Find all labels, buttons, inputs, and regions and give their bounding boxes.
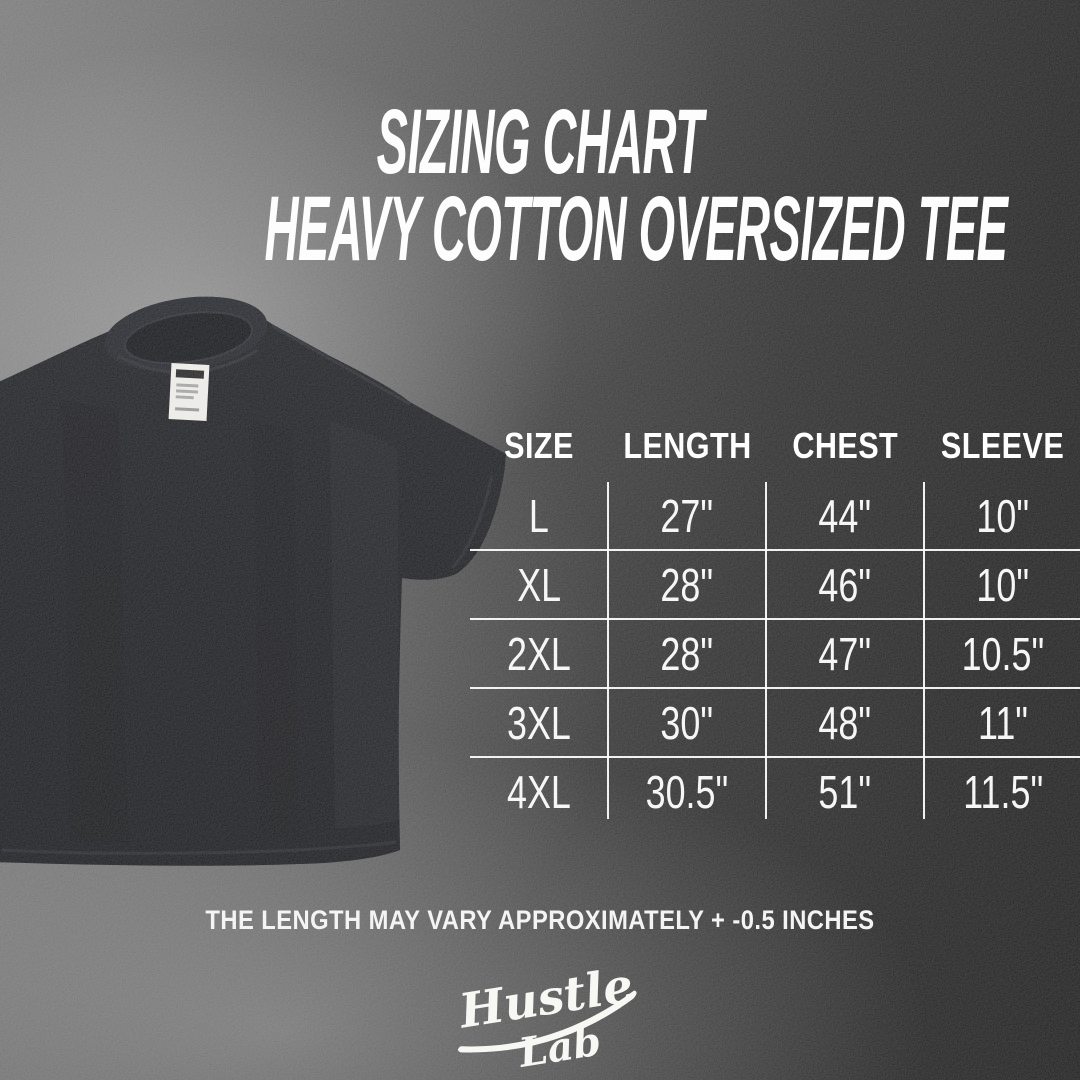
cell-chest: 51"	[766, 758, 924, 825]
column-header-label: SLEEVE	[941, 425, 1065, 466]
cell-value: 28"	[660, 627, 714, 680]
cell-length: 28"	[608, 620, 766, 687]
cell-size: 4XL	[470, 758, 608, 825]
cell-chest: 47"	[766, 620, 924, 687]
cell-size: L	[470, 482, 608, 549]
cell-value: 3XL	[507, 696, 571, 749]
cell-value: 44"	[818, 489, 872, 542]
cell-value: 27"	[660, 489, 714, 542]
cell-chest: 44"	[766, 482, 924, 549]
cell-value: 11"	[978, 696, 1028, 749]
table-row: 3XL 30" 48" 11"	[470, 689, 1080, 758]
column-header-length: LENGTH	[608, 410, 766, 482]
cell-sleeve: 10.5"	[924, 620, 1080, 687]
column-header-label: LENGTH	[622, 425, 752, 466]
column-header-label: SIZE	[504, 425, 574, 466]
cell-size: 2XL	[470, 620, 608, 687]
column-header-label: CHEST	[792, 425, 898, 466]
cell-value: XL	[517, 558, 561, 611]
title-line-1: SIZING CHART	[376, 91, 704, 193]
table-row: L 27" 44" 10"	[470, 482, 1080, 551]
cell-chest: 46"	[766, 551, 924, 618]
tee-fold-shadow	[60, 400, 130, 845]
cell-value: 47"	[818, 627, 872, 680]
size-table-header-row: SIZE LENGTH CHEST SLEEVE	[470, 410, 1080, 482]
cell-value: 48"	[818, 696, 872, 749]
hustle-lab-logo: Hustle Lab	[430, 958, 670, 1080]
column-header-size: SIZE	[470, 410, 608, 482]
cell-length: 30"	[608, 689, 766, 756]
hustle-lab-logo-art: Hustle Lab	[454, 958, 637, 1077]
cell-chest: 48"	[766, 689, 924, 756]
cell-length: 27"	[608, 482, 766, 549]
cell-size: XL	[470, 551, 608, 618]
tee-sheen	[330, 420, 399, 828]
cell-length: 30.5"	[608, 758, 766, 825]
cell-value: 10.5"	[961, 627, 1045, 680]
column-divider	[607, 482, 609, 819]
cell-value: 4XL	[507, 765, 571, 818]
cell-value: 10"	[976, 489, 1030, 542]
table-row: 2XL 28" 47" 10.5"	[470, 620, 1080, 689]
cell-value: 11.5"	[963, 765, 1043, 818]
cell-value: 30.5"	[645, 765, 729, 818]
cell-size: 3XL	[470, 689, 608, 756]
title-line-2: HEAVY COTTON OVERSIZED TEE	[264, 178, 1008, 280]
length-disclaimer: THE LENGTH MAY VARY APPROXIMATELY + -0.5…	[205, 905, 875, 935]
cell-value: 2XL	[507, 627, 571, 680]
table-row: 4XL 30.5" 51" 11.5"	[470, 758, 1080, 825]
cell-value: L	[529, 489, 549, 542]
table-row: XL 28" 46" 10"	[470, 551, 1080, 620]
cell-value: 51"	[818, 765, 872, 818]
cell-value: 28"	[660, 558, 714, 611]
cell-value: 46"	[818, 558, 872, 611]
column-divider	[765, 482, 767, 819]
column-divider	[923, 482, 925, 819]
tshirt-photo	[0, 280, 540, 900]
cell-value: 10"	[976, 558, 1030, 611]
cell-sleeve: 10"	[924, 551, 1080, 618]
cell-sleeve: 10"	[924, 482, 1080, 549]
cell-sleeve: 11.5"	[924, 758, 1080, 825]
poster-title: SIZING CHART HEAVY COTTON OVERSIZED TEE	[0, 91, 1080, 280]
tshirt-illustration	[0, 296, 506, 866]
column-header-sleeve: SLEEVE	[924, 410, 1080, 482]
cell-value: 30"	[660, 696, 714, 749]
size-table-body: L 27" 44" 10" XL 28" 46" 10" 2XL 28" 47"…	[470, 482, 1080, 825]
cell-sleeve: 11"	[924, 689, 1080, 756]
size-table: SIZE LENGTH CHEST SLEEVE L 27" 44" 10" X…	[470, 410, 1080, 825]
column-header-chest: CHEST	[766, 410, 924, 482]
cell-length: 28"	[608, 551, 766, 618]
neck-label	[168, 363, 210, 421]
